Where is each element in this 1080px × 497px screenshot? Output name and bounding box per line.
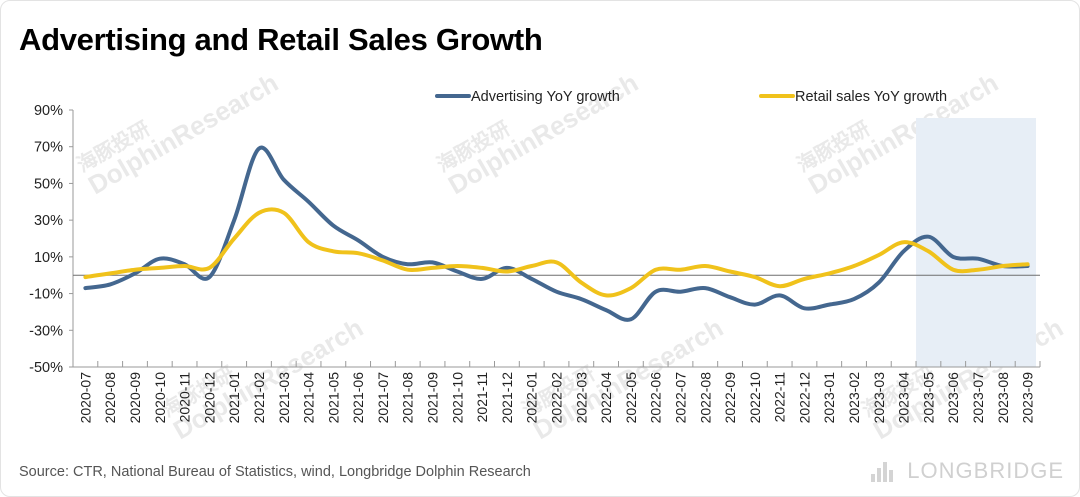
x-tick-label: 2022-12: [796, 372, 812, 424]
x-tick-label: 2023-08: [995, 372, 1011, 424]
x-tick-label: 2022-11: [772, 372, 788, 423]
x-tick-label: 2021-06: [350, 372, 366, 424]
brand-name: LONGBRIDGE: [907, 458, 1064, 483]
watermark-en: DolphinResearch: [443, 67, 643, 200]
x-axis: 2020-07 2020-08 2020-09 2020-10 2020-11 2020-…: [72, 274, 1041, 424]
x-tick-label: 2021-01: [226, 372, 242, 424]
x-tick-label: 2020-09: [127, 372, 143, 424]
x-tick-label: 2021-07: [375, 372, 391, 424]
x-tick-label: 2022-03: [573, 372, 589, 424]
x-tick-label: 2021-11: [474, 372, 490, 423]
x-tick-label: 2022-05: [623, 372, 639, 424]
x-tick-label: 2022-01: [524, 372, 540, 424]
x-tick-label: 2023-05: [920, 372, 936, 424]
x-tick-label: 2021-05: [325, 372, 341, 424]
y-tick-label: -50%: [29, 360, 63, 376]
y-tick-label: 30%: [34, 213, 63, 229]
brand-logo-icon: [871, 460, 899, 482]
y-tick-label: -30%: [29, 323, 63, 339]
y-tick-label: 50%: [34, 176, 63, 192]
x-tick-label: 2021-12: [499, 372, 515, 424]
chart-title: Advertising and Retail Sales Growth: [19, 22, 543, 57]
source-note: Source: CTR, National Bureau of Statisti…: [19, 464, 531, 480]
x-tick-label: 2021-09: [425, 372, 441, 424]
legend-label: Retail sales YoY growth: [795, 89, 947, 105]
x-tick-label: 2023-02: [846, 372, 862, 424]
x-tick-label: 2022-10: [747, 372, 763, 424]
x-tick-label: 2022-04: [598, 372, 614, 424]
x-tick-label: 2022-07: [672, 372, 688, 424]
x-tick-label: 2022-08: [697, 372, 713, 424]
y-axis: -50% -30% -10% 10% 30% 50% 70% 90%: [29, 103, 74, 376]
x-tick-label: 2021-10: [449, 372, 465, 424]
x-tick-label: 2021-03: [276, 372, 292, 424]
x-tick-label: 2020-10: [152, 372, 168, 424]
brand-watermark: LONGBRIDGE: [871, 458, 1064, 484]
x-tick-label: 2020-11: [177, 372, 193, 423]
y-tick-label: 70%: [34, 140, 63, 156]
highlight-region: [916, 118, 1036, 367]
x-tick-label: 2023-01: [821, 372, 837, 424]
x-tick-label: 2022-02: [549, 372, 565, 424]
x-tick-label: 2022-06: [648, 372, 664, 424]
x-tick-label: 2023-07: [970, 372, 986, 424]
x-tick-label: 2021-04: [301, 372, 317, 424]
x-tick-label: 2021-02: [251, 372, 267, 424]
x-tick-label: 2023-09: [1020, 372, 1036, 424]
y-tick-label: -10%: [29, 287, 63, 303]
x-tick-label: 2023-04: [896, 372, 912, 424]
legend-label: Advertising YoY growth: [471, 89, 620, 105]
legend: Advertising YoY growth Retail sales YoY g…: [435, 89, 947, 105]
watermark-en: DolphinResearch: [83, 67, 283, 200]
series-line-advertising-yoy-growth: [83, 145, 1030, 322]
y-tick-label: 10%: [34, 250, 63, 266]
x-tick-label: 2020-08: [102, 372, 118, 424]
series-line-retail-sales-yoy-growth: [83, 207, 1030, 298]
series-layer: [83, 145, 1030, 322]
x-tick-label: 2023-03: [871, 372, 887, 424]
x-tick-label: 2020-07: [77, 372, 93, 424]
y-tick-label: 90%: [34, 103, 63, 119]
x-tick-label: 2020-12: [201, 372, 217, 424]
x-tick-label: 2023-06: [945, 372, 961, 424]
x-tick-label: 2021-08: [400, 372, 416, 424]
x-tick-label: 2022-09: [722, 372, 738, 424]
